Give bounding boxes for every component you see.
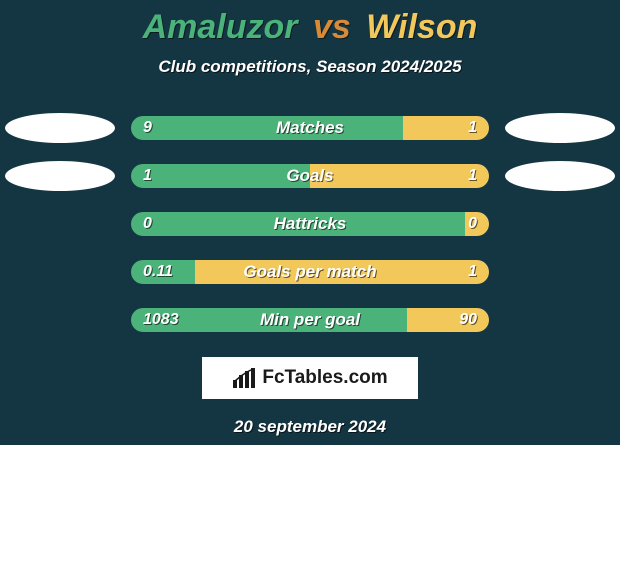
- brand-badge[interactable]: FcTables.com: [202, 357, 418, 399]
- avatar-spacer: [505, 305, 615, 335]
- stat-value-right: 1: [403, 116, 489, 140]
- stat-value-right: 90: [407, 308, 489, 332]
- widget-container: Amaluzor vs Wilson Club competitions, Se…: [0, 0, 620, 580]
- title-vs: vs: [313, 8, 351, 46]
- stat-value-left: 0.11: [131, 260, 195, 284]
- stat-row: 0.111Goals per match: [5, 259, 615, 285]
- stat-value-left: 9: [131, 116, 403, 140]
- avatar-left: [5, 113, 115, 143]
- brand-text: FcTables.com: [262, 367, 387, 389]
- page-title: Amaluzor vs Wilson: [0, 0, 620, 47]
- stat-value-right: 1: [195, 260, 489, 284]
- title-player1: Amaluzor: [143, 8, 298, 46]
- avatar-spacer: [505, 209, 615, 239]
- content-area: Amaluzor vs Wilson Club competitions, Se…: [0, 0, 620, 445]
- stat-bar: 91Matches: [131, 116, 489, 140]
- stat-bar: 00Hattricks: [131, 212, 489, 236]
- stat-bar: 0.111Goals per match: [131, 260, 489, 284]
- stat-row: 108390Min per goal: [5, 307, 615, 333]
- stat-value-left: 0: [131, 212, 465, 236]
- bottom-blank: [0, 445, 620, 580]
- stat-row: 00Hattricks: [5, 211, 615, 237]
- avatar-spacer: [505, 257, 615, 287]
- stat-value-left: 1: [131, 164, 310, 188]
- avatar-right: [505, 113, 615, 143]
- stats-rows: 91Matches 11Goals 00Hattricks 0.111Goals pe…: [0, 115, 620, 333]
- stat-value-left: 1083: [131, 308, 407, 332]
- avatar-spacer: [5, 305, 115, 335]
- avatar-right: [505, 161, 615, 191]
- avatar-spacer: [5, 257, 115, 287]
- stat-bar: 11Goals: [131, 164, 489, 188]
- subtitle: Club competitions, Season 2024/2025: [0, 57, 620, 77]
- avatar-spacer: [5, 209, 115, 239]
- avatar-left: [5, 161, 115, 191]
- stat-row: 91Matches: [5, 115, 615, 141]
- title-player2: Wilson: [366, 8, 477, 46]
- stat-value-right: 1: [310, 164, 489, 188]
- stat-value-right: 0: [465, 212, 489, 236]
- stat-bar: 108390Min per goal: [131, 308, 489, 332]
- bars-icon: [232, 368, 256, 388]
- stat-row: 11Goals: [5, 163, 615, 189]
- date-text: 20 september 2024: [0, 417, 620, 437]
